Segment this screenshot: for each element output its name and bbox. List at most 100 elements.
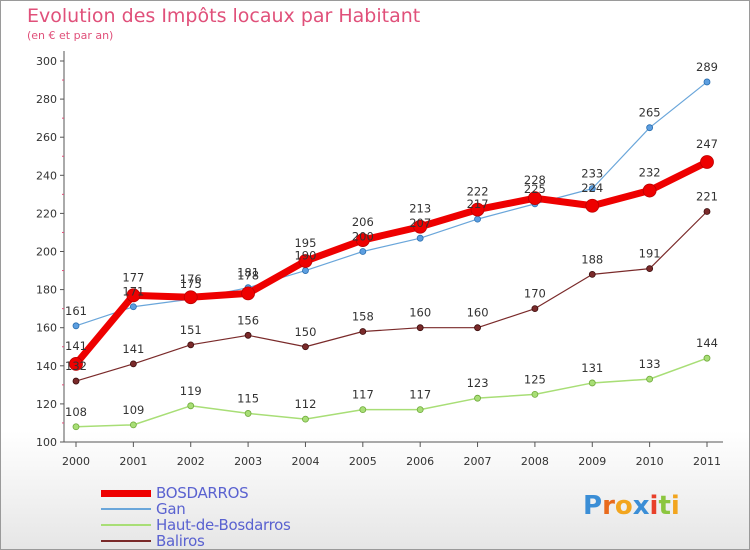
data-point-haut-de-bosdarros <box>72 423 80 431</box>
data-point-bosdarros <box>413 219 428 234</box>
data-point-baliros <box>416 324 424 332</box>
y-tick-label: 100 <box>36 436 57 449</box>
data-label-gan: 233 <box>581 167 603 181</box>
x-tick-label: 2005 <box>349 455 377 468</box>
data-point-baliros <box>646 265 654 273</box>
data-point-haut-de-bosdarros <box>531 390 539 398</box>
data-point-haut-de-bosdarros <box>129 421 137 429</box>
data-point-bosdarros <box>126 288 141 303</box>
data-label-haut-de-bosdarros: 112 <box>294 397 316 411</box>
data-label-haut-de-bosdarros: 133 <box>639 357 661 371</box>
data-point-baliros <box>588 270 596 278</box>
data-point-haut-de-bosdarros <box>474 394 481 402</box>
data-point-haut-de-bosdarros <box>302 415 309 423</box>
data-label-baliros: 160 <box>467 306 489 320</box>
series-line-bosdarros <box>72 158 711 368</box>
data-label-gan: 265 <box>639 106 661 120</box>
proxiti-logo: Proxiti <box>583 491 680 521</box>
data-label-bosdarros: 195 <box>294 236 316 250</box>
data-label-baliros: 170 <box>524 287 546 301</box>
data-point-baliros <box>359 328 367 335</box>
data-point-gan <box>474 215 481 223</box>
data-point-gan <box>588 185 596 193</box>
data-point-gan <box>703 78 711 86</box>
y-tick-label: 240 <box>36 169 57 182</box>
y-tick-label: 180 <box>36 284 57 297</box>
x-tick-label: 2011 <box>693 455 721 468</box>
data-label-haut-de-bosdarros: 123 <box>467 376 489 390</box>
data-point-bosdarros <box>700 155 714 169</box>
y-tick-label: 260 <box>36 131 57 144</box>
legend-label-bosdarros: BOSDARROS <box>156 484 249 502</box>
data-label-bosdarros: 206 <box>352 215 374 229</box>
data-label-baliros: 158 <box>352 310 374 324</box>
data-point-haut-de-bosdarros <box>646 375 654 383</box>
data-label-haut-de-bosdarros: 131 <box>581 361 603 375</box>
data-label-baliros: 156 <box>237 313 259 327</box>
data-point-baliros <box>302 343 309 351</box>
y-tick-label: 280 <box>36 93 57 106</box>
data-point-haut-de-bosdarros <box>244 410 252 417</box>
data-label-gan: 217 <box>467 197 489 211</box>
data-point-baliros <box>703 208 711 215</box>
x-tick-label: 2006 <box>406 455 434 468</box>
x-tick-label: 2000 <box>62 455 90 468</box>
data-label-bosdarros: 232 <box>639 166 661 180</box>
data-point-gan <box>129 303 137 311</box>
data-point-baliros <box>129 360 137 368</box>
series-line-baliros <box>75 210 708 382</box>
data-point-bosdarros <box>585 198 600 213</box>
x-tick-label: 2003 <box>234 455 262 468</box>
legend-swatch-haut-de-bosdarros <box>101 524 151 526</box>
data-label-bosdarros: 141 <box>65 339 87 353</box>
data-point-haut-de-bosdarros <box>703 354 711 362</box>
data-point-haut-de-bosdarros <box>359 406 367 414</box>
data-point-bosdarros <box>355 233 370 247</box>
data-label-baliros: 188 <box>581 252 603 266</box>
data-label-gan: 161 <box>65 304 87 318</box>
legend-swatch-baliros <box>101 540 151 542</box>
data-point-haut-de-bosdarros <box>187 402 195 410</box>
x-tick-label: 2008 <box>521 455 549 468</box>
data-label-gan: 181 <box>237 266 259 280</box>
data-point-baliros <box>474 324 481 332</box>
data-label-haut-de-bosdarros: 117 <box>352 388 374 402</box>
y-tick-label: 300 <box>36 55 57 68</box>
data-point-bosdarros <box>69 356 83 371</box>
data-label-haut-de-bosdarros: 119 <box>180 384 202 398</box>
chart-subtitle: (en € et par an) <box>27 29 114 42</box>
data-point-bosdarros <box>241 286 255 301</box>
data-point-baliros <box>531 305 539 313</box>
data-point-baliros <box>72 377 80 385</box>
data-label-gan: 171 <box>122 285 144 299</box>
data-label-bosdarros: 213 <box>409 202 431 216</box>
x-tick-label: 2002 <box>177 455 205 468</box>
data-label-haut-de-bosdarros: 125 <box>524 372 546 386</box>
data-label-haut-de-bosdarros: 108 <box>65 405 87 419</box>
data-point-gan <box>359 248 367 255</box>
data-label-gan: 207 <box>409 216 431 230</box>
legend-label-baliros: Baliros <box>156 532 205 550</box>
data-label-gan: 175 <box>180 277 202 291</box>
data-point-bosdarros <box>183 290 198 305</box>
data-label-bosdarros: 247 <box>696 137 718 151</box>
data-label-bosdarros: 177 <box>122 270 144 284</box>
data-label-baliros: 160 <box>409 306 431 320</box>
data-point-gan <box>646 124 654 132</box>
y-tick-label: 220 <box>36 207 57 220</box>
data-point-gan <box>72 322 80 330</box>
data-label-haut-de-bosdarros: 115 <box>237 391 259 405</box>
data-label-baliros: 191 <box>639 247 661 261</box>
data-label-baliros: 150 <box>294 325 316 339</box>
data-label-gan: 289 <box>696 60 718 74</box>
data-point-haut-de-bosdarros <box>416 406 424 414</box>
x-tick-label: 2001 <box>119 455 147 468</box>
data-label-bosdarros: 224 <box>581 181 603 195</box>
data-point-gan <box>416 234 424 242</box>
data-label-gan: 225 <box>524 182 546 196</box>
data-point-baliros <box>187 341 195 349</box>
data-point-gan <box>302 267 309 274</box>
series-line-haut-de-bosdarros <box>75 357 708 428</box>
y-tick-label: 120 <box>36 398 57 411</box>
